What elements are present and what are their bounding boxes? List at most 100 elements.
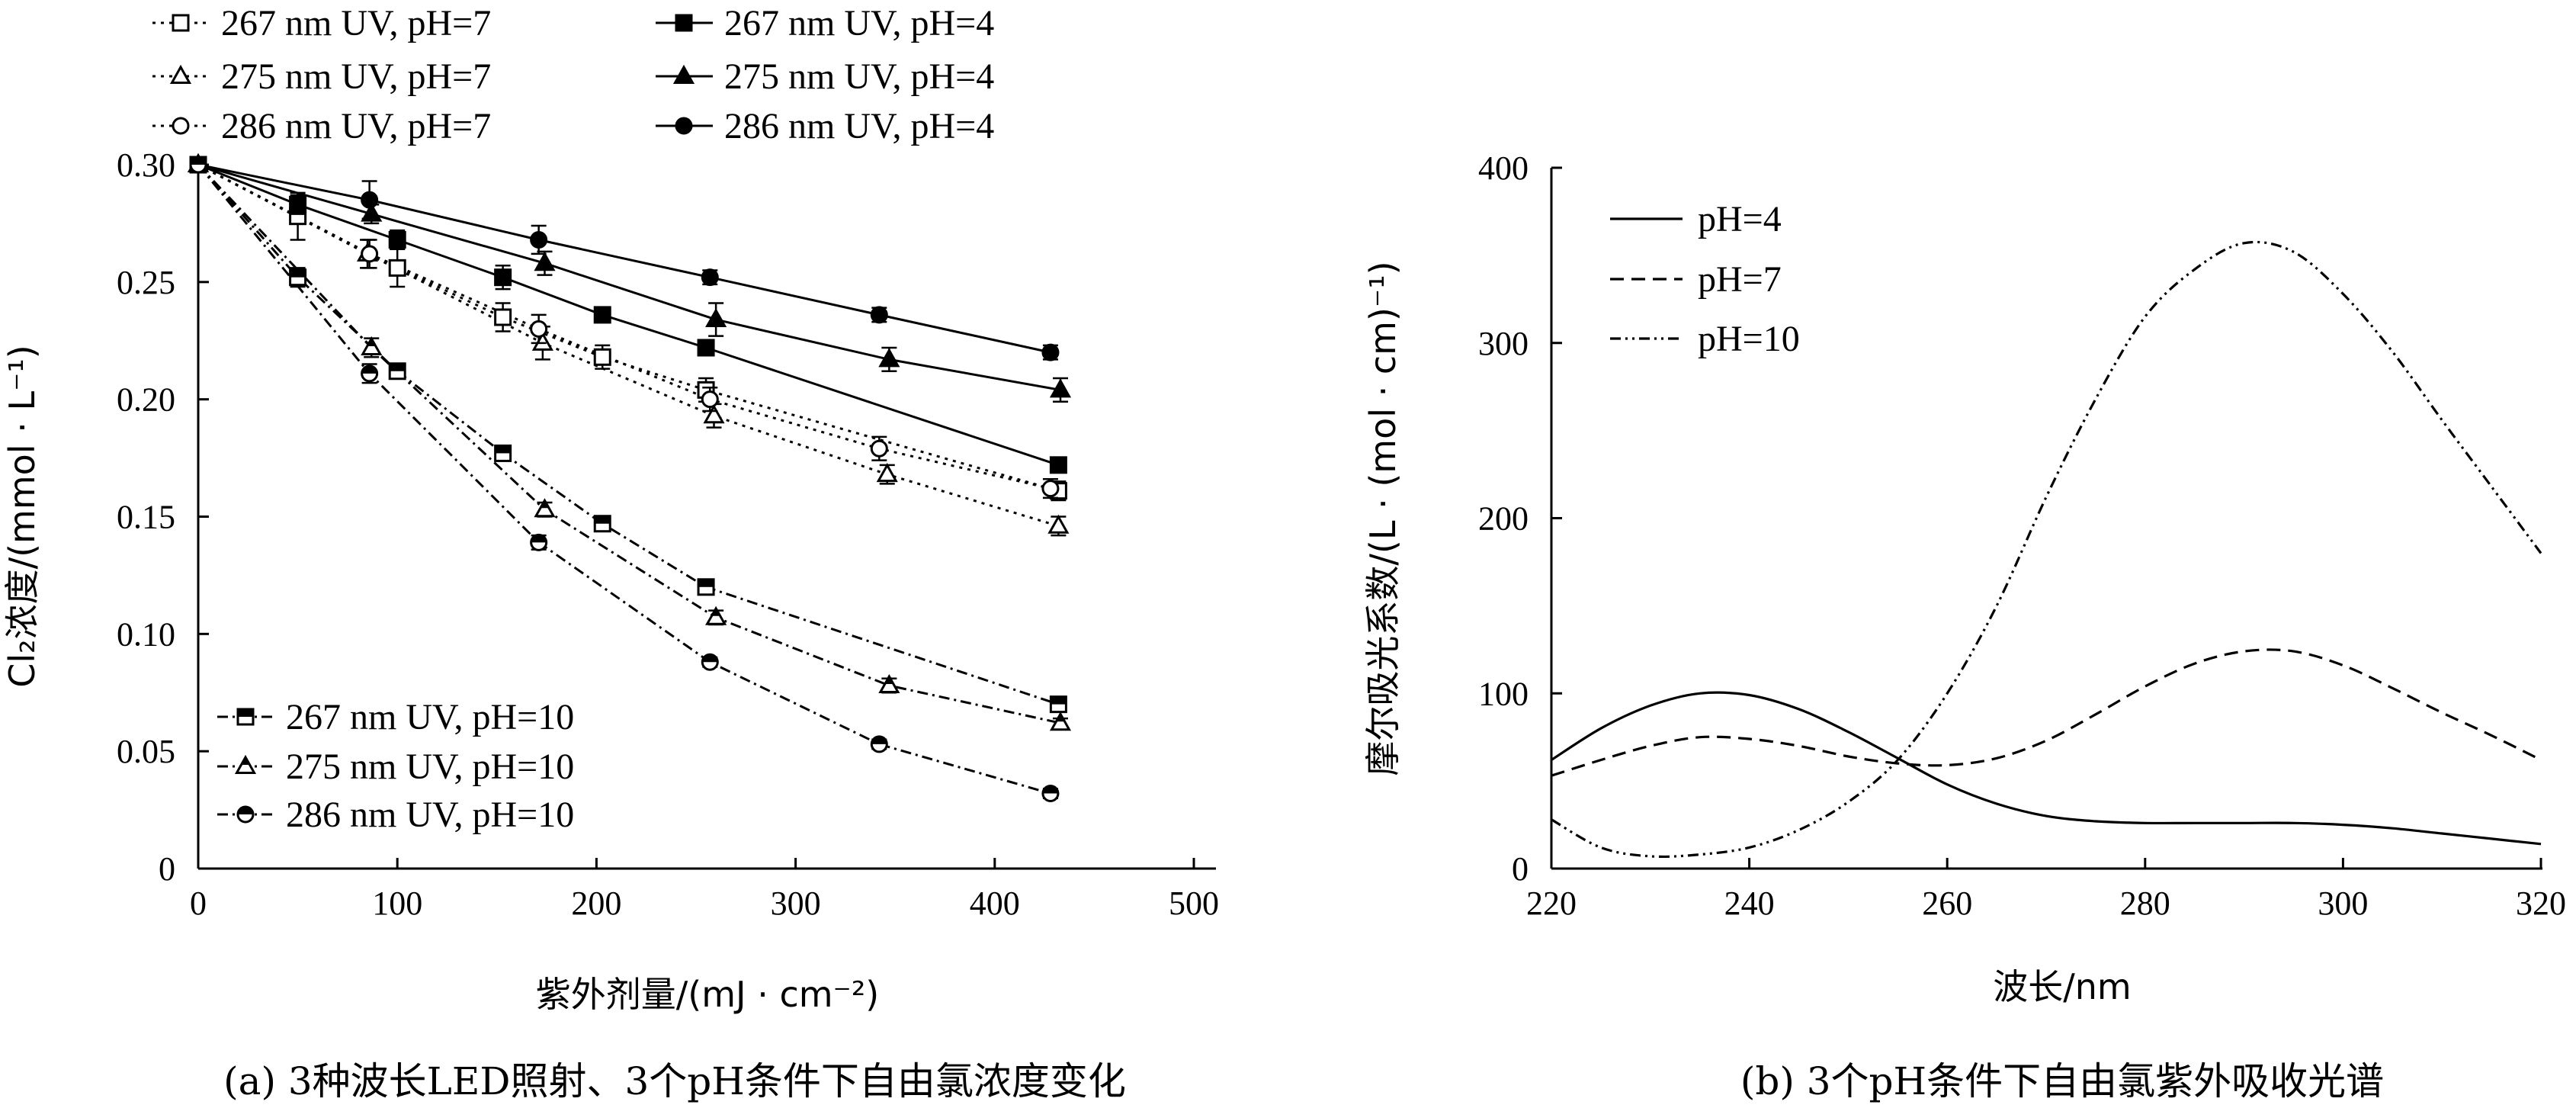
panel-b-x-tick-label: 220 (1526, 885, 1577, 922)
panel-a-x-tick-label: 200 (571, 885, 621, 922)
series-line-286-nm-uv-ph-7 (198, 163, 1051, 490)
data-point-286-nm-uv-ph-7 (361, 245, 379, 263)
panel-a-x-tick-label: 400 (970, 885, 1020, 922)
data-point-275-nm-uv-ph-7 (876, 463, 898, 483)
data-point-267-nm-uv-ph-4 (289, 195, 307, 214)
legend-marker-286-nm-uv-ph-4 (675, 117, 693, 135)
panel-b-y-tick-label: 0 (1512, 850, 1529, 888)
panel-b-x-tick-label: 320 (2516, 885, 2566, 922)
data-point-267-nm-uv-ph-10-fill (495, 445, 511, 454)
series-line-267-nm-uv-ph-7 (198, 163, 1059, 493)
data-point-286-nm-uv-ph-10-fill (191, 157, 206, 165)
series-line-286-nm-uv-ph-4 (198, 163, 1051, 354)
legend-label-286-nm-uv-ph-7: 286 nm UV, pH=7 (221, 106, 491, 146)
data-point-267-nm-uv-ph-4 (388, 230, 406, 249)
data-point-267-nm-uv-ph-10-fill (390, 363, 406, 371)
data-point-267-nm-uv-ph-10-fill (595, 515, 611, 524)
data-point-275-nm-uv-ph-4 (705, 307, 727, 328)
series-line-267-nm-uv-ph-4 (198, 163, 1059, 467)
data-point-275-nm-uv-ph-4 (878, 348, 900, 368)
panel-b-x-tick-label: 260 (1922, 885, 1972, 922)
panel-a-y-tick-label: 0.05 (117, 733, 175, 770)
data-point-275-nm-uv-ph-7 (703, 404, 725, 424)
panel-b-x-tick-label: 280 (2120, 885, 2170, 922)
data-point-286-nm-uv-ph-7 (530, 320, 548, 338)
data-point-275-nm-uv-ph-10 (705, 605, 727, 625)
panel-a-x-tick-label: 100 (372, 885, 422, 922)
data-point-267-nm-uv-ph-7 (494, 308, 512, 326)
series-line-267-nm-uv-ph-10 (198, 164, 1059, 706)
data-point-267-nm-uv-ph-4 (1049, 456, 1067, 474)
data-point-267-nm-uv-ph-10-fill (1051, 696, 1067, 705)
panel-b-y-tick-label: 300 (1478, 325, 1529, 362)
panel-b-x-tick-label: 300 (2318, 885, 2368, 922)
panel-a-chart: 0 100 200 300 400 500 0 0.05 0.10 0.15 0.20 0.25 0.… (2, 3, 1219, 1015)
legend-label-267-nm-uv-ph-4: 267 nm UV, pH=4 (724, 3, 994, 43)
panel-b-caption: (b) 3个pH条件下自由氯紫外吸收光谱 (1740, 1059, 2384, 1103)
panel-a-y-tick-label: 0.15 (117, 499, 175, 536)
legend-marker-267-nm-uv-ph-7 (172, 14, 190, 32)
data-point-267-nm-uv-ph-10-fill (698, 579, 714, 587)
legend-marker-286-nm-uv-ph-10-fill (238, 807, 253, 814)
panel-a-caption: (a) 3种波长LED照射、3个pH条件下自由氯浓度变化 (223, 1059, 1126, 1103)
data-point-275-nm-uv-ph-10 (878, 673, 900, 694)
series-line-286-nm-uv-ph-10 (198, 164, 1051, 795)
legend-label-267-nm-uv-ph-7: 267 nm UV, pH=7 (221, 3, 491, 43)
data-point-286-nm-uv-ph-10-fill (1042, 785, 1058, 794)
data-point-286-nm-uv-ph-10-fill (361, 365, 377, 374)
legend-marker-275-nm-uv-ph-10-fill (241, 757, 250, 765)
panel-a-y-axis-title: Cl₂浓度/(mmol · L⁻¹) (2, 345, 43, 688)
data-point-275-nm-uv-ph-10-fill (1056, 714, 1065, 722)
data-point-275-nm-uv-ph-10 (534, 498, 556, 518)
data-point-286-nm-uv-ph-4 (701, 268, 719, 287)
panel-a-x-tick-label: 300 (771, 885, 821, 922)
data-point-275-nm-uv-ph-4 (1049, 378, 1072, 398)
legend-label-275-nm-uv-ph-7: 275 nm UV, pH=7 (221, 56, 491, 97)
data-point-275-nm-uv-ph-7 (1047, 514, 1070, 534)
panel-b-y-axis-title: 摩尔吸光系数/(L · (mol · cm)⁻¹) (1362, 261, 1403, 776)
data-point-275-nm-uv-ph-10 (1049, 711, 1072, 731)
legend-marker-275-nm-uv-ph-7 (169, 64, 192, 84)
panel-b-y-tick-label: 200 (1478, 500, 1529, 538)
legend-label-286-nm-uv-ph-10: 286 nm UV, pH=10 (286, 795, 574, 835)
series-line-ph-10 (1551, 240, 2542, 859)
data-point-275-nm-uv-ph-10-fill (711, 608, 720, 616)
panel-a-y-tick-label: 0.30 (117, 146, 175, 184)
data-point-286-nm-uv-ph-10-fill (871, 736, 887, 744)
data-point-275-nm-uv-ph-4 (534, 252, 556, 271)
data-point-267-nm-uv-ph-10-fill (290, 269, 306, 278)
series-line-ph-7 (1551, 648, 2542, 777)
data-point-275-nm-uv-ph-10-fill (884, 676, 893, 685)
legend-label-275-nm-uv-ph-10: 275 nm UV, pH=10 (286, 747, 574, 787)
data-point-286-nm-uv-ph-10-fill (531, 535, 547, 543)
panel-a-y-tick-label: 0.10 (117, 615, 175, 653)
panel-a-y-tick-label: 0.20 (117, 381, 175, 419)
legend-marker-267-nm-uv-ph-10-fill (238, 709, 253, 717)
data-point-286-nm-uv-ph-10-fill (702, 654, 718, 663)
panel-b-x-axis-title: 波长/nm (1993, 966, 2131, 1007)
panel-a-y-tick-label: 0 (159, 850, 175, 888)
data-point-286-nm-uv-ph-7 (1041, 480, 1060, 498)
panel-b-chart: 220 240 260 280 300 320 0 100 200 300 400 pH=4 pH=… (1362, 149, 2566, 1007)
data-point-275-nm-uv-ph-10 (361, 336, 383, 355)
data-point-275-nm-uv-ph-4 (361, 202, 383, 222)
data-point-286-nm-uv-ph-7 (870, 439, 888, 458)
series-line-275-nm-uv-ph-7 (198, 163, 1059, 528)
data-point-275-nm-uv-ph-10-fill (540, 500, 549, 509)
series-line-275-nm-uv-ph-10 (198, 163, 1061, 724)
panel-a-x-tick-label: 0 (190, 885, 207, 922)
legend-label-ph-10: pH=10 (1698, 319, 1800, 359)
series-line-ph-4 (1551, 691, 2542, 846)
panel-b-y-tick-label: 100 (1478, 675, 1529, 712)
data-point-275-nm-uv-ph-10-fill (367, 338, 376, 346)
panel-b-y-tick-label: 400 (1478, 149, 1529, 187)
panel-a-x-axis-title: 紫外剂量/(mJ · cm⁻²) (536, 974, 879, 1015)
legend-label-ph-7: pH=7 (1698, 259, 1782, 300)
panel-a-y-tick-label: 0.25 (117, 264, 175, 301)
series-line-275-nm-uv-ph-4 (198, 163, 1061, 391)
legend-marker-267-nm-uv-ph-4 (675, 14, 693, 32)
legend-marker-286-nm-uv-ph-7 (172, 117, 190, 135)
legend-marker-275-nm-uv-ph-4 (672, 64, 695, 84)
data-point-286-nm-uv-ph-7 (701, 390, 719, 409)
data-point-286-nm-uv-ph-4 (1041, 343, 1060, 361)
